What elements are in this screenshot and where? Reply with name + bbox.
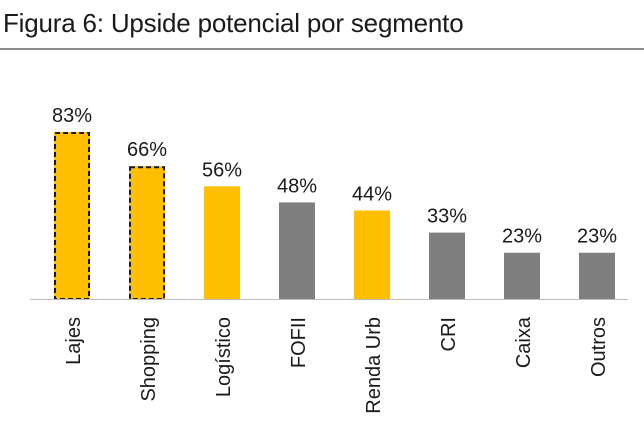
data-label: 23% xyxy=(502,226,542,248)
data-label: 23% xyxy=(577,226,617,248)
bar-cri xyxy=(429,232,465,299)
bar-shopping xyxy=(129,166,165,299)
bar-renda-urb xyxy=(354,210,390,299)
bar-logístico xyxy=(204,186,240,299)
figure-title-bar: Figura 6: Upside potencial por segmento xyxy=(0,0,644,50)
category-label: FOFII xyxy=(288,317,310,368)
bar-dashed-outline xyxy=(129,166,165,300)
bar-caixa xyxy=(504,252,540,299)
category-label: Outros xyxy=(588,317,610,377)
bar-outros xyxy=(579,252,615,299)
data-label: 66% xyxy=(127,139,167,161)
data-label: 83% xyxy=(52,105,92,127)
category-label: Shopping xyxy=(138,317,160,402)
data-label: 48% xyxy=(277,175,317,197)
category-label: Logístico xyxy=(213,317,235,397)
category-label: CRI xyxy=(438,317,460,351)
data-label: 33% xyxy=(427,206,467,228)
data-label: 56% xyxy=(202,159,242,181)
bar-fofii xyxy=(279,202,315,299)
data-label: 44% xyxy=(352,183,392,205)
bar-lajes xyxy=(54,132,90,299)
figure-title: Figura 6: Upside potencial por segmento xyxy=(3,8,464,38)
category-label: Renda Urb xyxy=(363,317,385,414)
category-label: Caixa xyxy=(513,316,535,368)
category-label: Lajes xyxy=(63,317,85,365)
